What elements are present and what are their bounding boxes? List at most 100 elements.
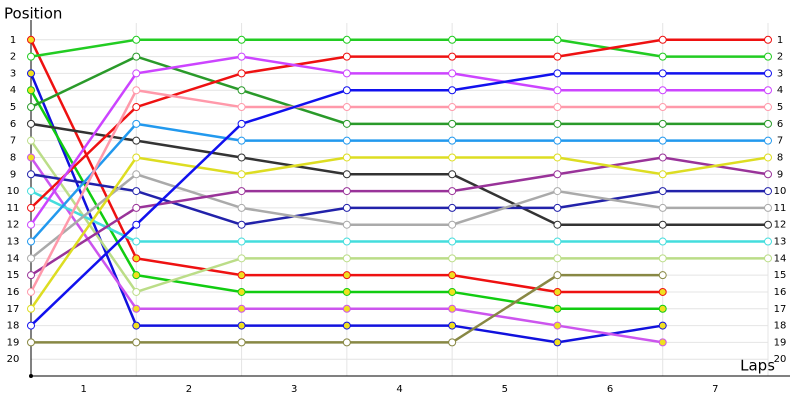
y-tick-label: 17 [7, 304, 20, 315]
point-marker [764, 86, 772, 95]
point-marker [658, 153, 667, 162]
point-marker [658, 287, 667, 296]
series-line [29, 139, 768, 294]
point-marker [553, 119, 562, 128]
point-marker [342, 338, 351, 347]
y-tick-label: 8 [10, 152, 16, 163]
point-marker [658, 203, 667, 212]
point-marker [764, 35, 772, 44]
point-marker [342, 69, 351, 78]
series-line [30, 122, 768, 226]
point-marker [342, 237, 351, 246]
y-axis-label: Position [4, 5, 62, 23]
point-marker [658, 170, 667, 179]
y-tick-label: 5 [10, 102, 16, 113]
point-marker [27, 271, 35, 280]
point-marker [448, 153, 457, 162]
point-marker [553, 69, 562, 78]
point-marker [237, 271, 246, 280]
y-tick-label: 4 [777, 85, 783, 96]
x-tick-label: 6 [607, 384, 613, 395]
y-tick-label: 4 [10, 85, 16, 96]
y-tick-label: 19 [774, 337, 787, 348]
point-marker [448, 170, 457, 179]
point-marker [658, 304, 667, 313]
y-tick-label: 5 [777, 102, 783, 113]
x-tick-label: 1 [80, 384, 86, 395]
point-marker [342, 153, 351, 162]
point-marker [764, 103, 772, 112]
point-marker [658, 35, 667, 44]
point-marker [27, 153, 35, 162]
y-tick-label: 9 [10, 169, 16, 180]
point-marker [132, 187, 141, 196]
y-tick-label: 2 [777, 52, 783, 63]
point-marker [764, 153, 772, 162]
point-marker [448, 103, 457, 112]
series-line [30, 55, 768, 126]
point-marker [132, 271, 141, 280]
point-marker [27, 254, 35, 263]
point-marker [132, 203, 141, 212]
point-marker [132, 136, 141, 145]
point-marker [658, 338, 667, 347]
y-tick-label: 3 [10, 68, 16, 79]
point-marker [132, 170, 141, 179]
point-marker [132, 237, 141, 246]
point-marker [553, 103, 562, 112]
point-marker [27, 86, 35, 95]
point-marker [553, 153, 562, 162]
point-marker [764, 136, 772, 145]
point-marker [448, 304, 457, 313]
point-marker [132, 35, 141, 44]
point-marker [448, 86, 457, 95]
point-marker [658, 237, 667, 246]
point-marker [342, 187, 351, 196]
y-tick-label: 7 [777, 136, 783, 147]
point-marker [237, 203, 246, 212]
x-tick-label: 4 [396, 384, 402, 395]
series-line [30, 189, 768, 243]
y-tick-label: 10 [774, 186, 787, 197]
y-tick-label: 11 [774, 203, 787, 214]
point-marker [342, 287, 351, 296]
point-marker [27, 103, 35, 112]
y-tick-label: 12 [774, 220, 787, 231]
point-marker [553, 254, 562, 263]
y-tick-label: 19 [7, 337, 20, 348]
point-marker [342, 321, 351, 330]
series-line [30, 38, 768, 209]
point-marker [553, 304, 562, 313]
point-marker [764, 170, 772, 179]
point-marker [237, 287, 246, 296]
point-marker [132, 287, 141, 296]
series-line [30, 173, 768, 226]
point-marker [342, 119, 351, 128]
point-marker [658, 136, 667, 145]
point-marker [342, 103, 351, 112]
point-marker [132, 119, 141, 128]
series-line [30, 38, 768, 58]
point-marker [237, 119, 246, 128]
y-tick-label: 3 [777, 68, 783, 79]
point-marker [553, 321, 562, 330]
y-tick-label: 14 [774, 253, 787, 264]
point-marker [448, 203, 457, 212]
y-tick-label: 6 [10, 119, 16, 130]
point-marker [237, 136, 246, 145]
series-line [29, 55, 768, 226]
point-marker [553, 136, 562, 145]
point-marker [237, 170, 246, 179]
point-marker [448, 271, 457, 280]
point-marker [132, 86, 141, 95]
point-marker [764, 69, 772, 78]
point-marker [553, 220, 562, 229]
point-marker [27, 52, 35, 61]
point-marker [658, 86, 667, 95]
point-marker [658, 254, 667, 263]
point-marker [27, 304, 35, 313]
point-marker [237, 338, 246, 347]
series-line [30, 122, 768, 243]
point-marker [27, 136, 35, 145]
